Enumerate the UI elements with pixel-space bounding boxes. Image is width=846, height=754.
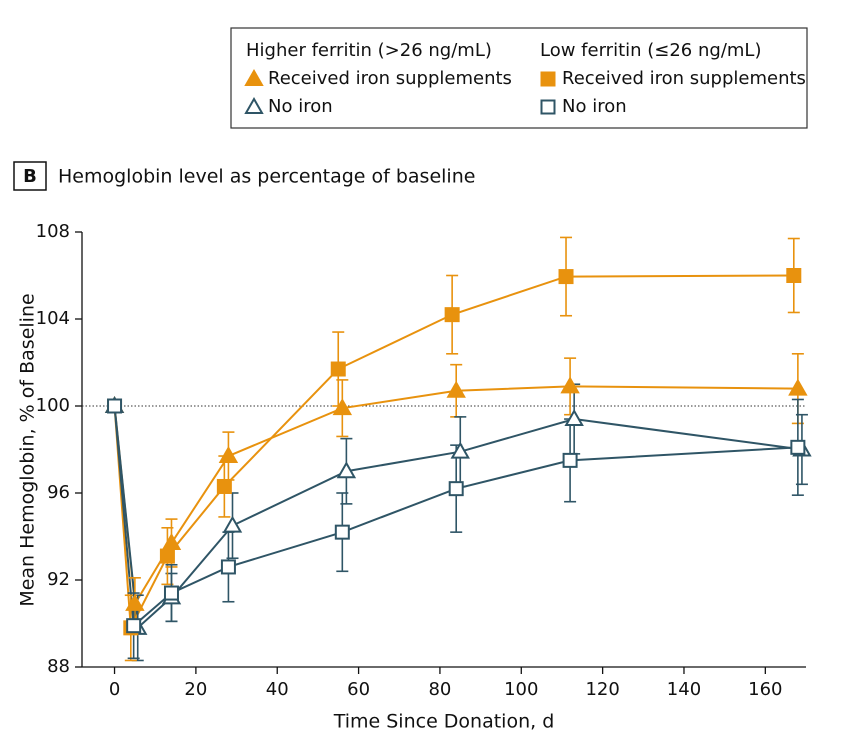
data-point [330, 361, 346, 377]
data-point [444, 307, 460, 323]
panel-label: B [23, 166, 37, 187]
x-tick-label: 80 [428, 679, 451, 700]
data-point [558, 269, 574, 285]
legend-box [230, 27, 808, 129]
x-tick-label: 0 [109, 679, 120, 700]
y-tick-label: 92 [47, 569, 70, 590]
series-line [113, 405, 803, 630]
legend-label: Received iron supplements [562, 68, 806, 89]
x-tick-label: 60 [347, 679, 370, 700]
data-point [560, 376, 580, 394]
data-point [107, 398, 123, 414]
y-tick-label: 100 [36, 395, 70, 416]
x-tick-label: 160 [748, 679, 782, 700]
series-line [113, 274, 794, 632]
y-axis-label: Mean Hemoglobin, % of Baseline [17, 293, 39, 606]
y-tick-label: 104 [36, 308, 70, 329]
data-point [161, 533, 182, 551]
x-tick-label: 20 [184, 679, 207, 700]
data-point [448, 481, 464, 497]
data-point [562, 452, 578, 468]
legend-marker [540, 99, 556, 115]
data-point [564, 409, 584, 427]
data-point [788, 378, 808, 396]
data-point [218, 446, 239, 464]
x-tick-label: 40 [266, 679, 289, 700]
x-tick-label: 140 [667, 679, 701, 700]
y-tick-label: 96 [47, 482, 70, 503]
y-tick-label: 108 [36, 221, 70, 242]
data-point [790, 439, 806, 455]
y-tick-label: 88 [47, 656, 70, 677]
chart-title: Hemoglobin level as percentage of baseli… [58, 166, 475, 188]
data-point [159, 548, 175, 564]
x-tick-label: 120 [585, 679, 619, 700]
legend-label: Received iron supplements [268, 68, 512, 89]
data-point [222, 515, 243, 533]
data-point [786, 268, 802, 283]
x-axis-label: Time Since Donation, d [333, 711, 555, 733]
data-point [334, 524, 350, 540]
legend-label: No iron [268, 96, 333, 117]
data-point [446, 380, 466, 398]
data-point [125, 593, 145, 611]
legend-label: No iron [562, 96, 627, 117]
data-point [126, 618, 142, 634]
legend-marker [244, 96, 264, 114]
panel-box [13, 161, 47, 191]
data-point [216, 478, 232, 494]
x-tick-label: 100 [504, 679, 538, 700]
data-point [220, 559, 236, 575]
legend-marker [540, 71, 556, 87]
legend-group-title: Higher ferritin (>26 ng/mL) [246, 40, 492, 61]
legend-group-title: Low ferritin (≤26 ng/mL) [540, 40, 761, 61]
series-line [113, 385, 798, 608]
data-point [450, 441, 470, 459]
data-point [336, 461, 357, 479]
data-point [332, 398, 353, 416]
data-point [163, 585, 179, 601]
legend-marker [244, 68, 264, 86]
